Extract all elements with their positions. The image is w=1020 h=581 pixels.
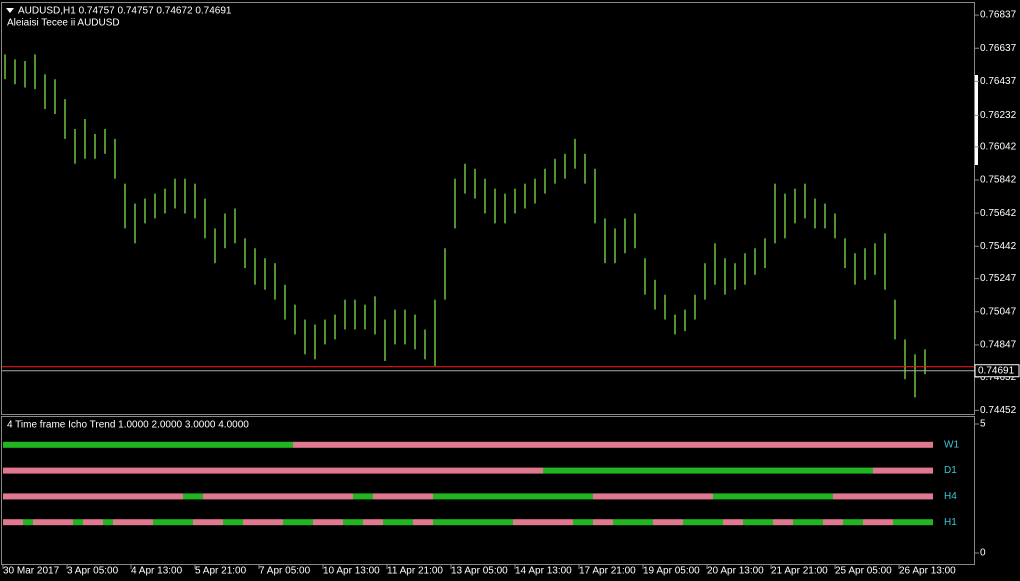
trend-segment bbox=[203, 493, 353, 500]
trend-segment bbox=[113, 519, 153, 526]
trend-segment bbox=[183, 493, 203, 500]
trend-segment bbox=[373, 493, 433, 500]
trend-segment bbox=[3, 467, 543, 474]
trend-segment bbox=[793, 519, 823, 526]
x-tick-label: 25 Apr 05:00 bbox=[835, 566, 892, 577]
trend-segment bbox=[293, 441, 933, 448]
trend-segment bbox=[3, 441, 293, 448]
trend-segment bbox=[843, 519, 863, 526]
trend-segment bbox=[363, 519, 383, 526]
trend-segment bbox=[773, 519, 793, 526]
trend-segment bbox=[153, 519, 193, 526]
y-tick-label: 0.75842 bbox=[980, 175, 1017, 186]
last-price-box bbox=[974, 364, 1020, 378]
trend-segment bbox=[863, 519, 893, 526]
last-price-label: 0.74691 bbox=[978, 365, 1015, 376]
scroll-marker bbox=[975, 75, 978, 165]
y-tick-label: 0.75642 bbox=[980, 208, 1017, 219]
trend-segment bbox=[873, 467, 933, 474]
main-panel-frame bbox=[1, 2, 975, 415]
trend-segment bbox=[653, 519, 683, 526]
trend-segment bbox=[3, 493, 183, 500]
y-tick-label: 0.74847 bbox=[980, 340, 1017, 351]
x-tick-label: 11 Apr 21:00 bbox=[387, 566, 443, 577]
y-tick-label: 0 bbox=[980, 548, 986, 559]
trend-segment bbox=[223, 519, 243, 526]
x-tick-label: 13 Apr 05:00 bbox=[451, 566, 508, 577]
y-tick-label: 0.76232 bbox=[980, 110, 1017, 121]
y-tick-label: 0.76042 bbox=[980, 141, 1017, 152]
trend-segment bbox=[313, 519, 343, 526]
x-tick-label: 5 Apr 21:00 bbox=[195, 566, 247, 577]
trend-segment bbox=[513, 519, 573, 526]
x-tick-label: 14 Apr 13:00 bbox=[515, 566, 572, 577]
x-tick-label: 3 Apr 05:00 bbox=[67, 566, 119, 577]
trend-segment bbox=[193, 519, 223, 526]
trend-segment bbox=[33, 519, 73, 526]
x-tick-label: 4 Apr 13:00 bbox=[131, 566, 183, 577]
y-tick-label: 0.76437 bbox=[980, 76, 1017, 87]
trend-segment bbox=[593, 519, 613, 526]
row-label: H1 bbox=[944, 517, 957, 528]
trend-segment bbox=[743, 519, 773, 526]
trend-segment bbox=[3, 519, 23, 526]
trend-segment bbox=[23, 519, 33, 526]
y-tick-label: 0.75047 bbox=[980, 306, 1017, 317]
trend-segment bbox=[103, 519, 113, 526]
y-tick-label: 0.74452 bbox=[980, 405, 1017, 416]
symbol-menu-arrow[interactable] bbox=[6, 8, 14, 13]
trend-segment bbox=[833, 493, 933, 500]
x-tick-label: 17 Apr 21:00 bbox=[579, 566, 636, 577]
y-tick-label: 0.74652 bbox=[980, 372, 1017, 383]
row-label: H4 bbox=[944, 491, 957, 502]
indicator-title: 4 Time frame Icho Trend 1.0000 2.0000 3.… bbox=[7, 420, 249, 431]
x-tick-label: 7 Apr 05:00 bbox=[259, 566, 311, 577]
y-tick-label: 5 bbox=[980, 419, 986, 430]
chart-subtitle: Aleiaisi Tecee ii AUDUSD bbox=[7, 18, 120, 29]
trend-segment bbox=[713, 493, 833, 500]
x-tick-label: 26 Apr 13:00 bbox=[899, 566, 956, 577]
trend-segment bbox=[283, 519, 313, 526]
x-tick-label: 10 Apr 13:00 bbox=[323, 566, 380, 577]
trend-segment bbox=[683, 519, 723, 526]
trend-segment bbox=[893, 519, 933, 526]
trend-segment bbox=[433, 493, 593, 500]
y-tick-label: 0.75442 bbox=[980, 241, 1017, 252]
y-tick-label: 0.76637 bbox=[980, 43, 1017, 54]
trend-segment bbox=[383, 519, 413, 526]
trend-segment bbox=[723, 519, 743, 526]
y-tick-label: 0.75247 bbox=[980, 273, 1017, 284]
chart-title: AUDUSD,H1 0.74757 0.74757 0.74672 0.7469… bbox=[18, 6, 232, 17]
trend-segment bbox=[343, 519, 363, 526]
x-tick-label: 21 Apr 21:00 bbox=[771, 566, 828, 577]
y-tick-label: 0.76837 bbox=[980, 10, 1017, 21]
trend-segment bbox=[353, 493, 373, 500]
trend-segment bbox=[83, 519, 103, 526]
row-label: W1 bbox=[944, 439, 959, 450]
trend-segment bbox=[823, 519, 843, 526]
trend-segment bbox=[543, 467, 873, 474]
trend-segment bbox=[573, 519, 593, 526]
trend-segment bbox=[413, 519, 433, 526]
trend-segment bbox=[613, 519, 653, 526]
x-tick-label: 19 Apr 05:00 bbox=[643, 566, 700, 577]
x-tick-label: 30 Mar 2017 bbox=[3, 566, 60, 577]
row-label: D1 bbox=[944, 465, 957, 476]
x-tick-label: 20 Apr 13:00 bbox=[707, 566, 764, 577]
trend-segment bbox=[243, 519, 283, 526]
trend-segment bbox=[593, 493, 713, 500]
trend-segment bbox=[73, 519, 83, 526]
indicator-panel-frame bbox=[1, 416, 975, 565]
trend-segment bbox=[433, 519, 513, 526]
